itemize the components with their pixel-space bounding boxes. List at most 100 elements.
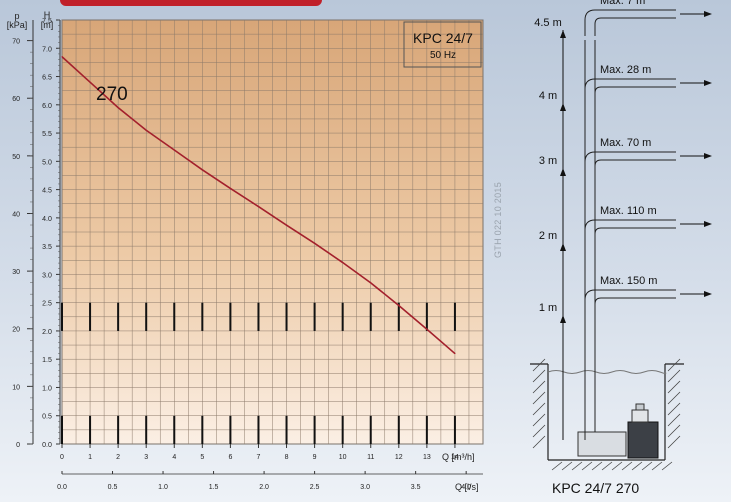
hatch-line (621, 461, 633, 471)
curve-point (229, 187, 231, 190)
h-tick-label: 1.5 (42, 357, 52, 364)
curve-point (370, 282, 372, 284)
p-axis-unit: [kPa] (7, 20, 28, 30)
curve-point (173, 149, 175, 151)
q-m3h-tick-label: 7 (257, 454, 261, 461)
discharge-pipe (584, 9, 712, 440)
p-axis-title: p (14, 11, 19, 21)
p-tick-label: 60 (12, 96, 20, 103)
max-distance-label: Max. 110 m (600, 205, 657, 217)
flow-axes: 0 1 2 3 4 5 6 7 8 9 10 11 12 13 140.0 0.5 1.0 1.5 2.0 2.5 3.… (57, 444, 483, 491)
q-ls-tick-label: 1.0 (158, 484, 168, 491)
height-arrowhead (560, 168, 566, 176)
hatch-line (532, 369, 546, 383)
height-label: 4.5 m (534, 17, 562, 29)
flow-arrowhead (704, 153, 712, 159)
branch-pipe (584, 289, 676, 316)
curve-point (89, 81, 91, 83)
q-ls-tick-label: 1.5 (209, 484, 219, 491)
hatch-line (641, 461, 653, 471)
hatch-line (667, 413, 681, 427)
p-tick-label: 30 (12, 269, 20, 276)
hatch-line (551, 461, 563, 471)
p-tick-label: 70 (12, 39, 20, 46)
hatch-line (611, 461, 623, 471)
hatch-line (667, 402, 681, 416)
branch-pipe-inner (594, 227, 676, 246)
h-axis-unit: [m] (41, 20, 54, 30)
hatch-line (661, 461, 673, 471)
q-m3h-tick-label: 5 (200, 454, 204, 461)
q-ls-tick-label: 4.0 (461, 484, 471, 491)
h-tick-label: 6.5 (42, 75, 52, 82)
q-ls-tick-label: 2.5 (310, 484, 320, 491)
h-tick-label: 5.5 (42, 131, 52, 138)
curve-point (285, 224, 288, 226)
head-axis: 0.0 0.5 1.0 1.5 2.0 2.5 3.0 3.5 4.0 4.5 5.0 5.5 6.0 6… (42, 18, 61, 449)
x-axis-ls-title: Q [l/s] (455, 482, 479, 492)
hatch-line (571, 461, 583, 471)
max-distance-label: Max. 70 m (600, 137, 651, 149)
height-label: 1 m (539, 302, 557, 314)
q-m3h-tick-label: 4 (172, 454, 176, 461)
q-ls-tick-label: 0.0 (57, 484, 67, 491)
h-tick-label: 0.5 (42, 414, 52, 421)
curve-point (257, 205, 260, 208)
hatch-line (581, 461, 593, 471)
branch-pipe-inner (594, 159, 676, 178)
p-tick-label: 50 (12, 154, 20, 161)
model-box: KPC 24/7 50 Hz (403, 21, 482, 68)
grid (61, 19, 484, 445)
q-m3h-tick-label: 12 (395, 454, 403, 461)
curve-point (145, 129, 147, 131)
h-tick-label: 6.0 (42, 103, 52, 110)
header-tab-decoration (60, 0, 322, 6)
curve-label: 270 (96, 84, 128, 105)
p-tick-label: 20 (12, 327, 20, 334)
q-m3h-tick-label: 2 (116, 454, 120, 461)
q-m3h-tick-label: 1 (88, 454, 92, 461)
h-axis-title: H (44, 10, 51, 20)
curve-point (61, 56, 63, 58)
hatch-line (667, 435, 681, 449)
height-arrowhead (560, 103, 566, 111)
model-title: KPC 24/7 (413, 30, 473, 46)
hatch-line (561, 461, 573, 471)
q-m3h-tick-label: 14 (451, 454, 459, 461)
q-m3h-tick-label: 11 (367, 454, 374, 461)
performance-curve-group (61, 56, 456, 355)
q-m3h-tick-label: 10 (339, 454, 347, 461)
max-distance-label: Max. 150 m (600, 275, 657, 287)
curve-point (201, 169, 203, 171)
h-tick-label: 4.0 (42, 216, 52, 223)
height-label: 2 m (539, 230, 557, 242)
pit (530, 358, 684, 471)
q-ls-tick-label: 3.5 (411, 484, 421, 491)
curve-point (117, 107, 119, 109)
flow-arrowhead (704, 11, 712, 17)
installation-title: KPC 24/7 270 (552, 480, 640, 496)
height-label: 3 m (539, 155, 557, 167)
branch-pipe-inner (594, 297, 676, 316)
pressure-axis: 0 10 20 30 40 50 60 70 (12, 20, 34, 449)
q-m3h-tick-label: 9 (313, 454, 317, 461)
hatch-line (667, 369, 681, 383)
branch-pipe (584, 9, 676, 36)
installation-diagram: 4.5 m Max. 7 m 4 m Max. 28 m 3 m Max. 70 m 2 m… (530, 0, 712, 471)
h-tick-label: 7.5 (42, 18, 52, 25)
height-arrowhead (560, 315, 566, 323)
q-m3h-tick-label: 8 (285, 454, 289, 461)
h-tick-label: 7.0 (42, 46, 52, 53)
hatch-line (532, 435, 546, 449)
hatch-line (667, 391, 681, 405)
p-tick-label: 40 (12, 211, 20, 218)
q-ls-tick-label: 0.5 (108, 484, 118, 491)
height-levels: 4.5 m Max. 7 m 4 m Max. 28 m 3 m Max. 70 m 2 m… (534, 0, 657, 440)
q-m3h-tick-label: 13 (423, 454, 431, 461)
h-tick-label: 1.0 (42, 385, 52, 392)
branch-pipe-inner (594, 17, 676, 36)
hatch-line (631, 461, 643, 471)
hatch-line (651, 461, 663, 471)
h-tick-label: 2.5 (42, 301, 52, 308)
